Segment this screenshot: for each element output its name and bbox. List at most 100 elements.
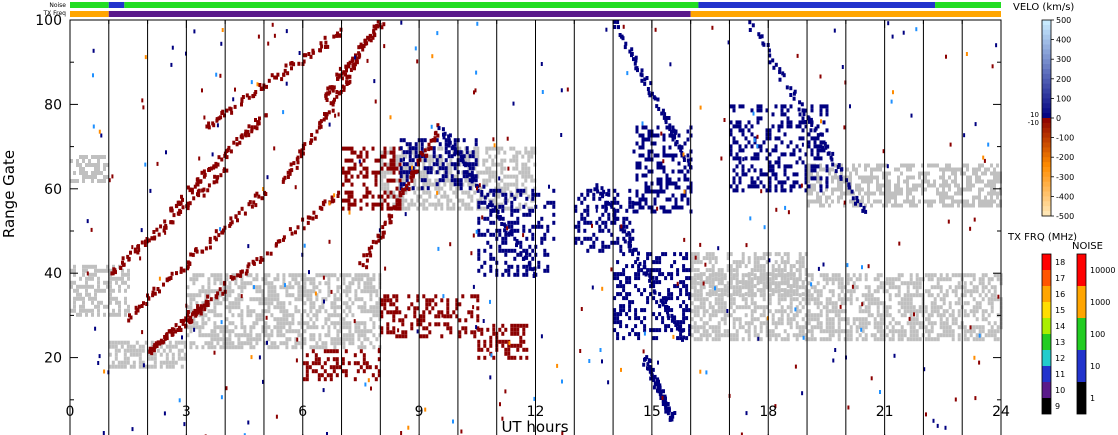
scatter-cell	[504, 240, 508, 245]
scatter-cell	[963, 329, 967, 334]
scatter-cell	[85, 155, 88, 159]
scatter-cell	[118, 312, 121, 317]
scatter-cell	[945, 333, 949, 338]
scatter-cell	[537, 260, 541, 265]
scatter-cell	[416, 318, 420, 323]
scatter-cell	[677, 133, 681, 138]
scatter-cell	[867, 183, 870, 188]
scatter-cell	[795, 284, 799, 289]
txfreq-bar-segment	[108, 11, 691, 17]
scatter-cell	[717, 309, 721, 314]
scatter-cell	[948, 285, 952, 290]
scatter-cell	[471, 154, 475, 159]
scatter-cell	[461, 202, 465, 207]
scatter-cell	[275, 75, 278, 80]
scatter-cell	[888, 281, 892, 286]
scatter-cell	[873, 317, 877, 322]
scatter-cell	[780, 112, 784, 117]
scatter-cell	[305, 353, 309, 358]
scatter-cell	[894, 293, 898, 298]
scatter-cell	[330, 337, 334, 342]
scatter-cell	[489, 188, 493, 193]
scatter-cell	[738, 156, 742, 161]
scatter-cell	[828, 309, 832, 314]
scatter-cell	[768, 285, 772, 290]
scatter-cell	[498, 204, 502, 209]
scatter-cell	[159, 360, 163, 365]
scatter-cell	[682, 268, 686, 273]
scatter-cell	[686, 177, 690, 182]
scatter-cell	[332, 34, 336, 39]
scatter-cell	[762, 140, 766, 145]
scatter-cell	[741, 168, 745, 173]
scatter-cell	[828, 329, 832, 334]
scatter-cell	[628, 304, 632, 309]
scatter-cell	[978, 179, 981, 184]
scatter-cell	[124, 288, 127, 293]
scatter-cell	[319, 124, 323, 129]
scatter-cell	[470, 206, 474, 211]
scatter-cell	[82, 179, 85, 183]
scatter-cell	[253, 92, 257, 97]
scatter-cell	[849, 297, 853, 302]
scatter-cell	[987, 179, 990, 184]
scatter-cell	[363, 289, 367, 294]
scatter-cell	[738, 325, 742, 330]
scatter-cell	[318, 289, 322, 294]
scatter-cell	[774, 144, 778, 149]
scatter-cell	[942, 171, 945, 176]
scatter-cell	[305, 377, 309, 382]
scatter-cell	[930, 273, 934, 278]
scatter-cell	[900, 301, 904, 306]
scatter-cell	[726, 285, 730, 290]
scatter-cell	[213, 277, 217, 282]
scatter-cell	[177, 340, 181, 345]
scatter-cell	[735, 329, 739, 334]
scatter-cell	[347, 206, 351, 211]
scatter-cell	[828, 301, 832, 306]
scatter-cell	[867, 285, 871, 290]
scatter-cell	[483, 248, 487, 253]
scatter-cell	[580, 200, 584, 205]
scatter-cell	[306, 220, 310, 225]
scatter-cell	[414, 162, 418, 167]
scatter-cell	[686, 129, 690, 134]
scatter-cell	[361, 47, 365, 52]
scatter-cell	[846, 175, 849, 180]
scatter-cell	[216, 325, 220, 330]
scatter-cell	[981, 163, 984, 168]
scatter-cell	[819, 195, 822, 200]
scatter-cell	[383, 146, 387, 151]
scatter-cell	[94, 268, 97, 273]
scatter-cell	[641, 205, 645, 210]
scatter-cell	[249, 325, 253, 330]
scatter-cell	[70, 308, 73, 313]
scatter-cell	[643, 288, 647, 293]
scatter-cell	[816, 179, 819, 184]
scatter-cell	[443, 178, 447, 183]
scatter-cell	[843, 191, 846, 196]
scatter-cell	[747, 305, 751, 310]
scatter-cell	[485, 182, 489, 187]
scatter-cell	[819, 167, 822, 172]
scatter-cell	[831, 179, 834, 184]
scatter-cell	[331, 102, 335, 107]
scatter-cell	[229, 149, 233, 154]
scatter-cell	[386, 178, 390, 183]
scatter-cell	[302, 146, 306, 151]
scatter-cell	[308, 215, 312, 220]
scatter-cell	[897, 183, 900, 188]
scatter-cell	[723, 292, 727, 297]
scatter-cell	[552, 220, 556, 225]
scatter-cell	[993, 191, 996, 196]
scatter-cell	[659, 161, 663, 166]
scatter-cell	[954, 285, 958, 290]
scatter-cell	[690, 293, 694, 298]
scatter-cell	[634, 272, 638, 277]
scatter-cell	[258, 289, 262, 294]
scatter-cell	[831, 281, 835, 286]
scatter-cell	[392, 170, 396, 175]
scatter-cell	[665, 153, 669, 158]
scatter-cell	[500, 186, 504, 191]
scatter-cell	[450, 174, 454, 179]
